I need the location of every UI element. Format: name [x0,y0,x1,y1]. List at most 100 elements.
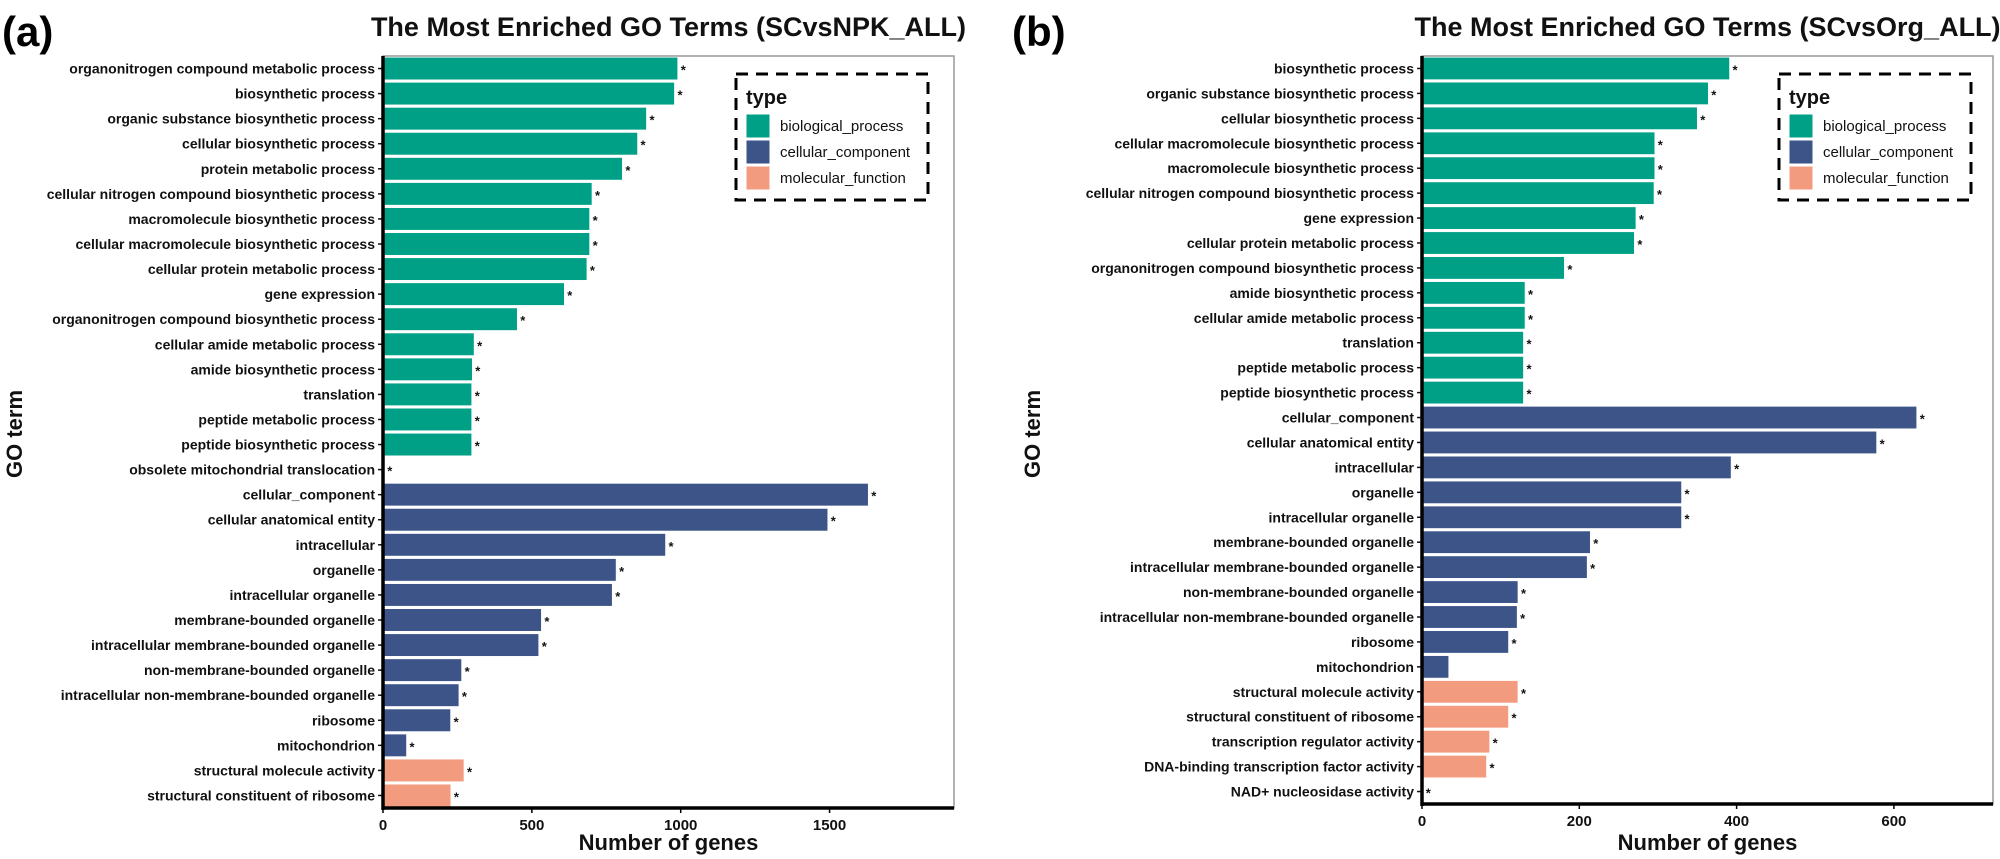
y-tick-label: intracellular non-membrane-bounded organ… [61,687,375,703]
y-tick-label: intracellular organelle [1269,509,1415,525]
significance-marker: * [1521,586,1527,601]
y-tick-label: cellular nitrogen compound biosynthetic … [47,186,375,202]
y-tick-label: cellular_component [1282,410,1415,426]
x-tick-label: 1500 [813,817,846,834]
significance-marker: * [475,363,481,378]
significance-marker: * [1526,337,1532,352]
bar [382,132,638,156]
y-tick-label: cellular biosynthetic process [1221,110,1414,126]
y-tick-label: non-membrane-bounded organelle [144,662,375,678]
bar [1421,131,1656,155]
significance-marker: * [1657,187,1663,202]
legend-swatch [1788,139,1814,165]
bar [1421,106,1698,130]
y-tick-label: amide biosynthetic process [191,361,376,377]
legend-swatch [745,139,771,165]
legend-label: cellular_component [1823,144,1954,161]
legend-swatch [1788,113,1814,139]
bar [382,783,452,808]
significance-marker: * [475,439,481,454]
bar [382,56,679,81]
significance-marker: * [1526,387,1532,402]
significance-marker: * [467,764,473,779]
y-tick-label: intracellular membrane-bounded organelle [91,637,375,653]
significance-marker: * [669,539,675,554]
y-tick-label: cellular_component [243,487,376,503]
bar [1421,231,1635,255]
chart-title: The Most Enriched GO Terms (SCvsNPK_ALL) [371,12,966,42]
y-tick-label: macromolecule biosynthetic process [128,211,375,227]
y-tick-label: obsolete mitochondrial translocation [129,462,375,478]
bar [1421,630,1509,654]
significance-marker: * [1734,461,1740,476]
bar [1421,555,1588,579]
y-tick-label: protein metabolic process [201,161,375,177]
bar [1421,655,1450,679]
bar [382,82,675,106]
y-tick-label: organic substance biosynthetic process [107,111,375,127]
significance-marker: * [1700,112,1706,127]
x-tick-label: 200 [1567,813,1592,830]
y-tick-label: organelle [313,562,375,578]
legend: type biological_process cellular_component… [734,72,930,202]
bar [1421,381,1524,405]
bar [1421,331,1524,355]
y-tick-label: cellular amide metabolic process [155,336,375,352]
bar [382,232,590,256]
bar [382,157,623,181]
y-tick-label: intracellular [296,537,376,553]
significance-marker: * [1639,212,1645,227]
bar [382,182,593,206]
bar [1421,705,1509,729]
y-tick-label: organonitrogen compound biosynthetic pro… [52,311,375,327]
significance-marker: * [593,238,599,253]
significance-marker: * [1593,536,1599,551]
significance-marker: * [615,589,621,604]
significance-marker: * [1685,511,1691,526]
y-tick-label: cellular anatomical entity [1247,434,1414,450]
significance-marker: * [1637,237,1643,252]
bar [1421,755,1487,779]
bar [382,207,590,231]
y-axis-title: GO term [1020,390,1045,478]
bar [1421,605,1518,629]
bar [382,282,565,306]
y-tick-label: cellular biosynthetic process [182,136,375,152]
y-tick-label: membrane-bounded organelle [1213,534,1414,550]
legend-label: molecular_function [1823,170,1949,187]
bar [1421,430,1877,454]
bar [382,633,540,657]
legend-swatch [1788,165,1814,191]
y-tick-label: mitochondrion [277,737,375,753]
bar [1421,730,1490,754]
significance-marker: * [1528,312,1534,327]
bar [382,533,666,557]
panel-label: (a) [2,8,53,55]
y-tick-label: DNA-binding transcription factor activit… [1144,759,1414,775]
significance-marker: * [454,789,460,804]
significance-marker: * [871,489,877,504]
y-tick-label: peptide biosynthetic process [181,437,375,453]
y-tick-label: transcription regulator activity [1212,734,1414,750]
bar [382,683,460,707]
chart-panel-b: (b) The Most Enriched GO Terms (SCvsOrg_A… [1012,8,2000,855]
bar [382,407,473,432]
legend-label: cellular_component [780,144,911,161]
significance-marker: * [1493,736,1499,751]
y-tick-label: cellular amide metabolic process [1194,310,1414,326]
y-tick-label: biosynthetic process [235,86,375,102]
bar [382,558,617,582]
y-tick-label: peptide metabolic process [1237,360,1414,376]
significance-marker: * [1512,711,1518,726]
significance-marker: * [593,213,599,228]
bar [1421,81,1709,105]
bar [382,382,473,406]
significance-marker: * [462,689,468,704]
bar [382,583,613,607]
chart-title: The Most Enriched GO Terms (SCvsOrg_ALL) [1414,12,2000,42]
y-tick-label: structural constituent of ribosome [1186,709,1414,725]
significance-marker: * [477,338,483,353]
y-tick-label: structural molecule activity [194,762,376,778]
significance-marker: * [1880,436,1886,451]
legend-label: biological_process [1823,118,1946,135]
